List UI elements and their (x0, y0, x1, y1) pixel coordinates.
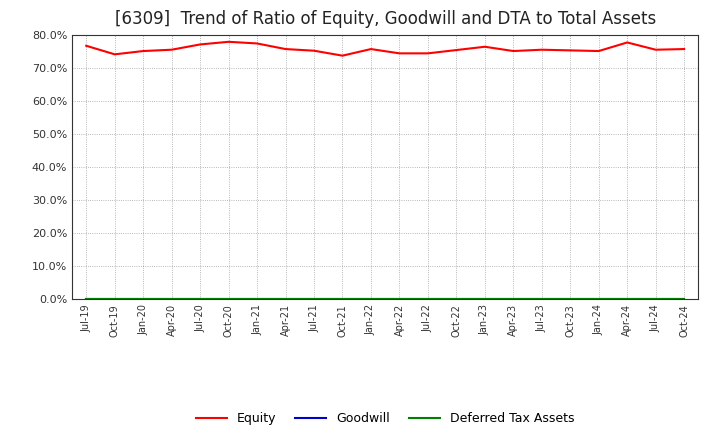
Deferred Tax Assets (452, 296, 461, 301)
Equity (595, 48, 603, 54)
Goodwill (680, 297, 688, 302)
Equity (366, 46, 375, 51)
Deferred Tax Assets (82, 296, 91, 301)
Deferred Tax Assets (225, 296, 233, 301)
Deferred Tax Assets (566, 296, 575, 301)
Deferred Tax Assets (366, 296, 375, 301)
Deferred Tax Assets (595, 296, 603, 301)
Equity (509, 48, 518, 54)
Equity (623, 40, 631, 45)
Equity (110, 51, 119, 57)
Goodwill (652, 297, 660, 302)
Equity (338, 53, 347, 58)
Deferred Tax Assets (139, 296, 148, 301)
Equity (82, 43, 91, 48)
Goodwill (509, 297, 518, 302)
Goodwill (167, 297, 176, 302)
Equity (566, 48, 575, 53)
Deferred Tax Assets (338, 296, 347, 301)
Deferred Tax Assets (110, 296, 119, 301)
Deferred Tax Assets (167, 296, 176, 301)
Goodwill (395, 297, 404, 302)
Equity (480, 44, 489, 49)
Goodwill (282, 297, 290, 302)
Goodwill (452, 297, 461, 302)
Title: [6309]  Trend of Ratio of Equity, Goodwill and DTA to Total Assets: [6309] Trend of Ratio of Equity, Goodwil… (114, 10, 656, 28)
Equity (452, 48, 461, 53)
Deferred Tax Assets (480, 296, 489, 301)
Goodwill (225, 297, 233, 302)
Deferred Tax Assets (423, 296, 432, 301)
Equity (537, 47, 546, 52)
Equity (310, 48, 318, 53)
Goodwill (480, 297, 489, 302)
Goodwill (566, 297, 575, 302)
Goodwill (423, 297, 432, 302)
Deferred Tax Assets (680, 296, 688, 301)
Goodwill (82, 297, 91, 302)
Deferred Tax Assets (310, 296, 318, 301)
Equity (282, 46, 290, 51)
Deferred Tax Assets (537, 296, 546, 301)
Goodwill (537, 297, 546, 302)
Goodwill (110, 297, 119, 302)
Equity (196, 42, 204, 47)
Deferred Tax Assets (196, 296, 204, 301)
Deferred Tax Assets (509, 296, 518, 301)
Deferred Tax Assets (623, 296, 631, 301)
Line: Equity: Equity (86, 42, 684, 55)
Equity (167, 47, 176, 52)
Deferred Tax Assets (652, 296, 660, 301)
Deferred Tax Assets (395, 296, 404, 301)
Goodwill (139, 297, 148, 302)
Goodwill (623, 297, 631, 302)
Goodwill (595, 297, 603, 302)
Equity (423, 51, 432, 56)
Goodwill (366, 297, 375, 302)
Equity (225, 39, 233, 44)
Deferred Tax Assets (282, 296, 290, 301)
Goodwill (196, 297, 204, 302)
Equity (395, 51, 404, 56)
Legend: Equity, Goodwill, Deferred Tax Assets: Equity, Goodwill, Deferred Tax Assets (191, 407, 580, 430)
Equity (139, 48, 148, 54)
Equity (680, 46, 688, 51)
Goodwill (338, 297, 347, 302)
Equity (652, 47, 660, 52)
Goodwill (253, 297, 261, 302)
Equity (253, 41, 261, 46)
Deferred Tax Assets (253, 296, 261, 301)
Goodwill (310, 297, 318, 302)
